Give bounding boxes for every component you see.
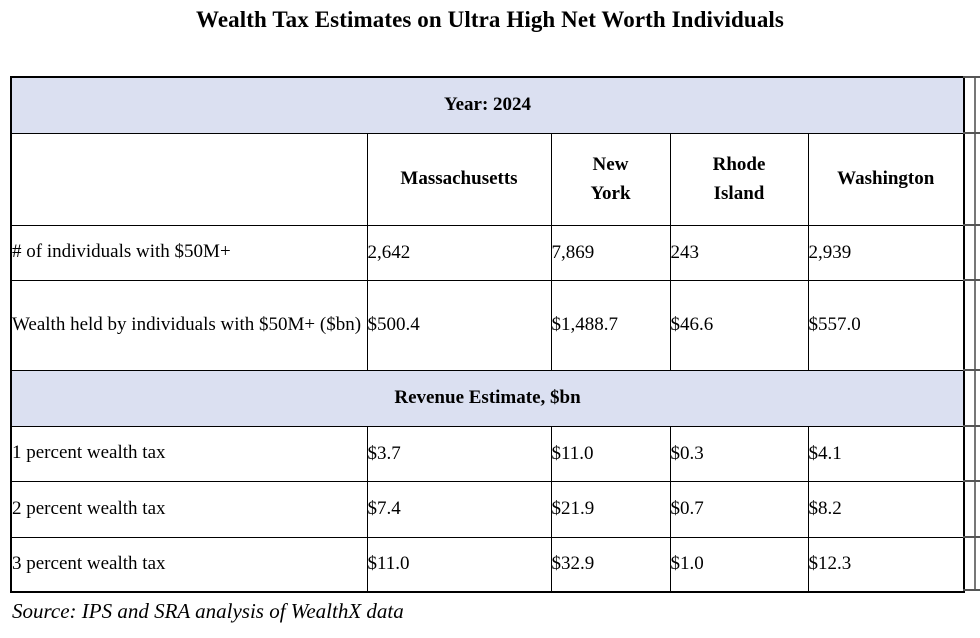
cutoff-row-border bbox=[963, 425, 980, 427]
cutoff-table-edge bbox=[963, 76, 980, 591]
row-label: 2 percent wealth tax bbox=[10, 480, 368, 538]
column-header-new-york: New York bbox=[550, 132, 671, 226]
cell-value: $7.4 bbox=[366, 480, 552, 538]
cell-value: 7,869 bbox=[550, 224, 671, 281]
cell-value: $3.7 bbox=[366, 425, 552, 482]
cell-value: $0.7 bbox=[669, 480, 809, 538]
cell-value: 2,939 bbox=[807, 224, 965, 281]
table-row-3-percent: 3 percent wealth tax $11.0 $32.9 $1.0 $1… bbox=[10, 536, 965, 593]
year-band: Year: 2024 bbox=[10, 76, 965, 134]
cutoff-row-border bbox=[963, 76, 980, 78]
column-header-label: Washington bbox=[837, 168, 935, 190]
cell-value: $1.0 bbox=[669, 536, 809, 593]
cell-value: $1,488.7 bbox=[550, 279, 671, 371]
cutoff-row-border bbox=[963, 589, 980, 591]
cutoff-row-border bbox=[963, 279, 980, 281]
column-header-label: Massachusetts bbox=[400, 168, 518, 190]
source-note: Source: IPS and SRA analysis of WealthX … bbox=[12, 599, 404, 623]
column-header-massachusetts: Massachusetts bbox=[366, 132, 552, 226]
cell-value: $8.2 bbox=[807, 480, 965, 538]
cell-value: $21.9 bbox=[550, 480, 671, 538]
revenue-estimate-band: Revenue Estimate, $bn bbox=[10, 369, 965, 427]
column-header-label: New York bbox=[590, 153, 631, 204]
cutoff-row-border bbox=[963, 224, 980, 226]
year-band-row: Year: 2024 bbox=[10, 76, 965, 134]
column-header-washington: Washington bbox=[807, 132, 965, 226]
revenue-band-row: Revenue Estimate, $bn bbox=[10, 369, 965, 427]
cutoff-row-border bbox=[963, 132, 980, 134]
empty-corner-cell bbox=[10, 132, 368, 226]
table-row-wealth-held: Wealth held by individuals with $50M+ ($… bbox=[10, 279, 965, 371]
column-header-rhode-island: Rhode Island bbox=[669, 132, 809, 226]
cell-value: $500.4 bbox=[366, 279, 552, 371]
cell-value: 2,642 bbox=[366, 224, 552, 281]
table-row-individuals-count: # of individuals with $50M+ 2,642 7,869 … bbox=[10, 224, 965, 281]
cell-value: $11.0 bbox=[366, 536, 552, 593]
cutoff-row-border bbox=[963, 480, 980, 482]
wealth-tax-table: Year: 2024 Massachusetts New York Rhode … bbox=[10, 76, 965, 593]
cell-value: $46.6 bbox=[669, 279, 809, 371]
cutoff-row-border bbox=[963, 369, 980, 371]
cutoff-column-border bbox=[974, 76, 976, 591]
column-header-row: Massachusetts New York Rhode Island Wash… bbox=[10, 132, 965, 226]
cell-value: $12.3 bbox=[807, 536, 965, 593]
figure-title: Wealth Tax Estimates on Ultra High Net W… bbox=[196, 7, 784, 32]
cell-value: 243 bbox=[669, 224, 809, 281]
row-label: Wealth held by individuals with $50M+ ($… bbox=[10, 279, 368, 371]
cell-value: $32.9 bbox=[550, 536, 671, 593]
cell-value: $4.1 bbox=[807, 425, 965, 482]
cell-value: $11.0 bbox=[550, 425, 671, 482]
column-header-label: Rhode Island bbox=[712, 153, 766, 204]
cutoff-row-border bbox=[963, 536, 980, 538]
row-label: # of individuals with $50M+ bbox=[10, 224, 368, 281]
table-row-2-percent: 2 percent wealth tax $7.4 $21.9 $0.7 $8.… bbox=[10, 480, 965, 538]
cell-value: $557.0 bbox=[807, 279, 965, 371]
cell-value: $0.3 bbox=[669, 425, 809, 482]
row-label: 1 percent wealth tax bbox=[10, 425, 368, 482]
row-label: 3 percent wealth tax bbox=[10, 536, 368, 593]
table-row-1-percent: 1 percent wealth tax $3.7 $11.0 $0.3 $4.… bbox=[10, 425, 965, 482]
